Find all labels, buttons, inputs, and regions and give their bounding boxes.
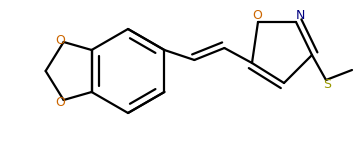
- Text: O: O: [56, 96, 66, 108]
- Text: O: O: [56, 34, 66, 46]
- Text: N: N: [295, 9, 305, 21]
- Text: O: O: [252, 9, 262, 21]
- Text: S: S: [323, 77, 331, 91]
